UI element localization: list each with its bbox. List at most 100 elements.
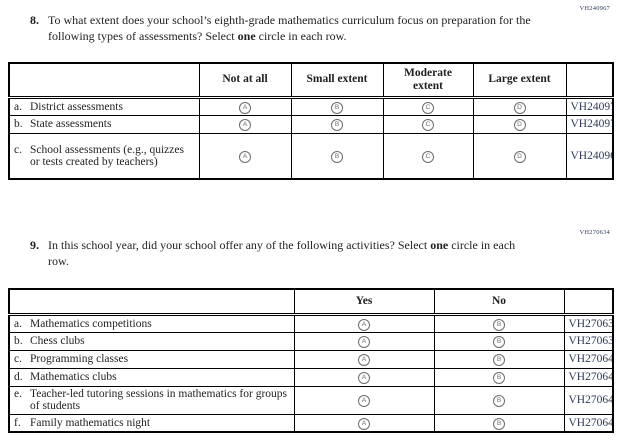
option-cell-no: B <box>433 367 565 387</box>
row-label-cell: e. Teacher-led tutoring sessions in mathe… <box>8 385 295 415</box>
row-label-cell: c. School assessments (e.g., quizzes or t… <box>8 132 200 180</box>
option-cell-yes: A <box>293 331 435 351</box>
circle-letter: B <box>496 320 502 328</box>
answer-circle-b[interactable]: B <box>493 418 505 431</box>
row-label: District assessments <box>30 100 123 113</box>
row-prefix: f. <box>14 417 21 429</box>
answer-circle-c[interactable]: C <box>422 119 434 132</box>
option-cell-no: B <box>433 331 565 351</box>
table-row-school-assessments: c. School assessments (e.g., quizzes or t… <box>8 132 614 180</box>
row-label-cell: c. Programming classes <box>8 349 295 369</box>
answer-circle-a[interactable]: A <box>358 336 370 349</box>
answer-circle-a[interactable]: A <box>358 372 370 385</box>
option-cell-moderate-extent: C <box>382 96 474 116</box>
question-9-text-start: In this school year, did your school off… <box>48 238 431 252</box>
answer-circle-b[interactable]: B <box>493 318 505 331</box>
answer-circle-c[interactable]: C <box>422 151 434 164</box>
question-9-code: VH270634 <box>579 229 610 236</box>
circle-letter: A <box>242 121 248 129</box>
table-row-mathematics-competitions: a. Mathematics competitions A B VH270637 <box>8 313 614 333</box>
option-cell-not-at-all: A <box>198 96 292 116</box>
option-cell-yes: A <box>293 367 435 387</box>
assessment-extent-table: Not at all Small extent Moderate extent … <box>8 62 614 181</box>
option-cell-no: B <box>433 413 565 433</box>
option-cell-large-extent: D <box>472 132 567 180</box>
row-label: Programming classes <box>30 353 129 366</box>
header-row: Not at all Small extent Moderate extent … <box>8 62 614 99</box>
circle-letter: B <box>496 397 502 405</box>
answer-circle-a[interactable]: A <box>239 151 251 164</box>
answer-circle-c[interactable]: C <box>422 101 434 114</box>
question-9-text: In this school year, did your school off… <box>48 238 533 269</box>
row-prefix: a. <box>14 100 22 113</box>
activities-offered-table: Yes No a. Mathematics competitions A B VH… <box>8 288 614 434</box>
circle-letter: C <box>425 152 431 160</box>
answer-circle-b[interactable]: B <box>331 101 343 114</box>
empty-header-cell <box>8 62 200 99</box>
row-code: VH240970 <box>565 96 614 116</box>
answer-circle-b[interactable]: B <box>493 354 505 367</box>
row-label: Chess clubs <box>30 335 85 348</box>
circle-letter: A <box>361 397 367 405</box>
empty-header-cell <box>8 288 295 316</box>
row-label: State assessments <box>30 118 112 131</box>
question-8-bold-word: one <box>237 28 256 43</box>
circle-letter: B <box>496 338 502 346</box>
circle-letter: A <box>242 152 248 160</box>
column-header-not-at-all: Not at all <box>198 62 292 99</box>
row-label: Mathematics competitions <box>30 317 152 330</box>
answer-circle-a[interactable]: A <box>358 354 370 367</box>
circle-letter: D <box>517 103 522 111</box>
circle-letter: A <box>242 103 248 111</box>
answer-circle-b[interactable]: B <box>331 151 343 164</box>
circle-letter: B <box>496 419 502 427</box>
question-8-number: 8. <box>30 13 39 27</box>
answer-circle-b[interactable]: B <box>493 372 505 385</box>
row-code: VH270645 <box>563 413 614 433</box>
answer-circle-d[interactable]: D <box>513 101 526 114</box>
answer-circle-a[interactable]: A <box>358 418 370 431</box>
column-header-moderate-extent: Moderate extent <box>382 62 474 99</box>
answer-circle-a[interactable]: A <box>358 395 370 408</box>
row-label-cell: f. Family mathematics night <box>8 413 295 433</box>
answer-circle-a[interactable]: A <box>239 101 251 114</box>
row-prefix: d. <box>14 371 23 384</box>
row-label: Family mathematics night <box>30 417 151 429</box>
row-prefix: b. <box>14 118 23 131</box>
question-8-text-start: To what extent does your school’s eighth… <box>48 13 531 43</box>
table-row-teacher-led-tutoring: e. Teacher-led tutoring sessions in mathe… <box>8 385 614 415</box>
row-label-cell: a. District assessments <box>8 96 200 116</box>
circle-letter: D <box>517 121 522 129</box>
column-header-yes: Yes <box>293 288 435 316</box>
question-9-bold-word: one <box>430 238 449 252</box>
table-row-mathematics-clubs: d. Mathematics clubs A B VH270641 <box>8 367 614 387</box>
column-header-small-extent: Small extent <box>290 62 384 99</box>
answer-circle-a[interactable]: A <box>358 318 370 331</box>
row-label-cell: a. Mathematics competitions <box>8 313 295 333</box>
option-cell-small-extent: B <box>290 132 384 180</box>
option-cell-yes: A <box>293 413 435 433</box>
circle-letter: A <box>361 374 367 382</box>
answer-circle-b[interactable]: B <box>331 119 343 132</box>
table-row-district-assessments: a. District assessments A B C D VH240970 <box>8 96 614 116</box>
option-cell-yes: A <box>293 313 435 333</box>
option-cell-yes: A <box>293 349 435 369</box>
circle-letter: B <box>334 121 340 129</box>
answer-circle-b[interactable]: B <box>493 395 505 408</box>
option-cell-no: B <box>433 349 565 369</box>
table-row-state-assessments: b. State assessments A B C D VH240971 <box>8 114 614 134</box>
answer-circle-a[interactable]: A <box>239 119 251 132</box>
answer-circle-d[interactable]: D <box>513 119 526 132</box>
option-cell-moderate-extent: C <box>382 132 474 180</box>
circle-letter: A <box>361 419 367 427</box>
option-cell-no: B <box>433 313 565 333</box>
answer-circle-b[interactable]: B <box>493 336 505 349</box>
row-prefix: c. <box>14 144 22 156</box>
answer-circle-d[interactable]: D <box>513 151 526 164</box>
option-cell-yes: A <box>293 385 435 415</box>
question-8-text-end: circle in each row. <box>255 28 347 43</box>
option-cell-large-extent: D <box>472 114 567 134</box>
table-row-chess-clubs: b. Chess clubs A B VH270638 <box>8 331 614 351</box>
circle-letter: C <box>425 121 431 129</box>
